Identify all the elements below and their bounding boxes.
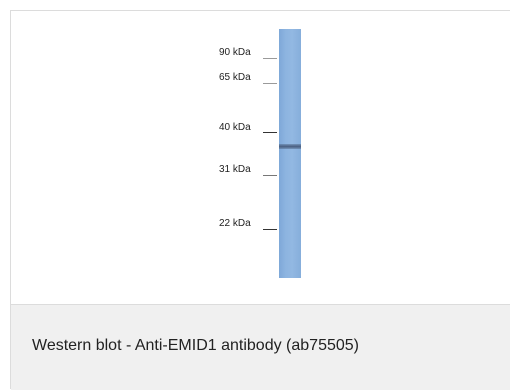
protein-band (279, 144, 301, 149)
figure-caption: Western blot - Anti-EMID1 antibody (ab75… (32, 337, 359, 354)
marker-label-22: 22 kDa (219, 218, 251, 229)
blot-lane (279, 29, 301, 278)
marker-label-90: 90 kDa (219, 47, 251, 58)
marker-label-40: 40 kDa (219, 122, 251, 133)
marker-tick-22 (263, 229, 277, 230)
caption-bar: Western blot - Anti-EMID1 antibody (ab75… (11, 305, 510, 390)
marker-label-31: 31 kDa (219, 164, 251, 175)
marker-tick-65 (263, 83, 277, 84)
marker-label-65: 65 kDa (219, 72, 251, 83)
marker-tick-31 (263, 175, 277, 176)
marker-tick-40 (263, 132, 277, 133)
western-blot-image: 90 kDa 65 kDa 40 kDa 31 kDa 22 kDa (11, 11, 510, 305)
figure-card: 90 kDa 65 kDa 40 kDa 31 kDa 22 kDa Weste… (10, 10, 510, 390)
marker-tick-90 (263, 58, 277, 59)
